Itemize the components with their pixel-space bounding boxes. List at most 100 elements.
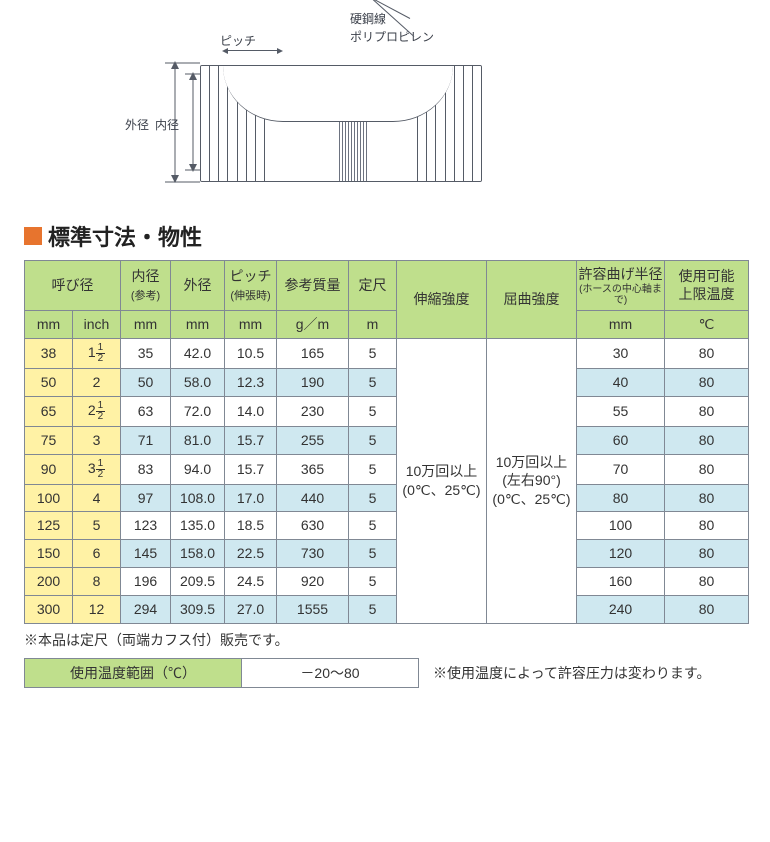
cell-mass: 255 [277,426,349,454]
cell-pitch: 24.5 [225,568,277,596]
cell-inner: 294 [121,596,171,624]
cell-len: 5 [349,568,397,596]
wire-label: 硬鋼線 [350,10,386,27]
cell-inner: 123 [121,512,171,540]
cell-outer: 58.0 [171,368,225,396]
cell-outer: 135.0 [171,512,225,540]
heading-square-icon [24,227,42,245]
cell-mass: 440 [277,484,349,512]
cell-radius: 30 [577,338,665,368]
hdr-bend: 屈曲強度 [487,261,577,339]
hdr-size: 呼び径 [25,261,121,311]
cell-pitch: 22.5 [225,540,277,568]
hdr-mass: 参考質量 [277,261,349,311]
cell-mm: 150 [25,540,73,568]
hdr-unit-mass: g／m [277,310,349,338]
table-row: 7537181.015.725556080 [25,426,749,454]
cell-stretch: 10万回以上(0℃、25℃) [397,338,487,623]
hdr-unit-pitch: mm [225,310,277,338]
cell-pitch: 10.5 [225,338,277,368]
cell-radius: 80 [577,484,665,512]
hdr-temp: 使用可能上限温度 [665,261,749,311]
hdr-unit-outer: mm [171,310,225,338]
table-row: 30012294309.527.01555524080 [25,596,749,624]
note-sale: ※本品は定尺（両端カフス付）販売です。 [24,630,770,650]
cell-len: 5 [349,596,397,624]
cell-inner: 83 [121,454,171,484]
table-row: 5025058.012.319054080 [25,368,749,396]
cell-temp: 80 [665,512,749,540]
cell-temp: 80 [665,426,749,454]
cell-temp: 80 [665,396,749,426]
cell-outer: 81.0 [171,426,225,454]
table-row: 1255123135.018.5630510080 [25,512,749,540]
cell-len: 5 [349,540,397,568]
cell-outer: 108.0 [171,484,225,512]
cell-mass: 230 [277,396,349,426]
hdr-pitch: ピッチ(伸張時) [225,261,277,311]
temp-range-value: －20～80 [242,659,418,687]
cell-inch: 6 [73,540,121,568]
cell-mm: 65 [25,396,73,426]
temp-range-box: 使用温度範囲（℃） －20～80 [24,658,419,688]
cell-mm: 90 [25,454,73,484]
cell-inch: 3 [73,426,121,454]
cell-inch: 5 [73,512,121,540]
cell-outer: 309.5 [171,596,225,624]
cell-mm: 75 [25,426,73,454]
cell-outer: 72.0 [171,396,225,426]
cell-outer: 209.5 [171,568,225,596]
cell-outer: 158.0 [171,540,225,568]
cell-mass: 190 [277,368,349,396]
cell-inner: 97 [121,484,171,512]
cell-len: 5 [349,426,397,454]
hdr-unit-inner: mm [121,310,171,338]
cell-inner: 35 [121,338,171,368]
cell-len: 5 [349,454,397,484]
cell-inner: 63 [121,396,171,426]
cell-inch: 4 [73,484,121,512]
cell-mass: 365 [277,454,349,484]
cell-inch: 12 [73,596,121,624]
cell-temp: 80 [665,484,749,512]
cell-mass: 165 [277,338,349,368]
cell-len: 5 [349,338,397,368]
hdr-stretch: 伸縮強度 [397,261,487,339]
table-row: 903128394.015.736557080 [25,454,749,484]
cell-radius: 160 [577,568,665,596]
cell-inner: 145 [121,540,171,568]
spec-table: 呼び径 内径(参考) 外径 ピッチ(伸張時) 参考質量 定尺 伸縮強度 屈曲強度… [24,260,749,624]
cell-temp: 80 [665,338,749,368]
hdr-len: 定尺 [349,261,397,311]
cell-inner: 50 [121,368,171,396]
cell-temp: 80 [665,568,749,596]
cell-inch: 212 [73,396,121,426]
cell-pitch: 15.7 [225,426,277,454]
table-row: 100497108.017.044058080 [25,484,749,512]
cell-mm: 100 [25,484,73,512]
section-title-text: 標準寸法・物性 [48,220,202,252]
cell-mass: 920 [277,568,349,596]
cell-mm: 300 [25,596,73,624]
cell-temp: 80 [665,368,749,396]
cell-radius: 240 [577,596,665,624]
cell-pitch: 14.0 [225,396,277,426]
cell-inch: 312 [73,454,121,484]
hdr-unit-inch: inch [73,310,121,338]
temp-range-label: 使用温度範囲（℃） [25,659,242,687]
cell-mass: 1555 [277,596,349,624]
cell-pitch: 12.3 [225,368,277,396]
cell-bend: 10万回以上(左右90°)(0℃、25℃) [487,338,577,623]
cell-mass: 630 [277,512,349,540]
cell-temp: 80 [665,596,749,624]
table-row: 2008196209.524.5920516080 [25,568,749,596]
cell-len: 5 [349,512,397,540]
cell-radius: 55 [577,396,665,426]
hdr-inner: 内径(参考) [121,261,171,311]
section-title: 標準寸法・物性 [24,220,770,252]
cell-len: 5 [349,484,397,512]
cell-inch: 112 [73,338,121,368]
cell-mm: 38 [25,338,73,368]
cell-inner: 71 [121,426,171,454]
hdr-unit-temp: ℃ [665,310,749,338]
